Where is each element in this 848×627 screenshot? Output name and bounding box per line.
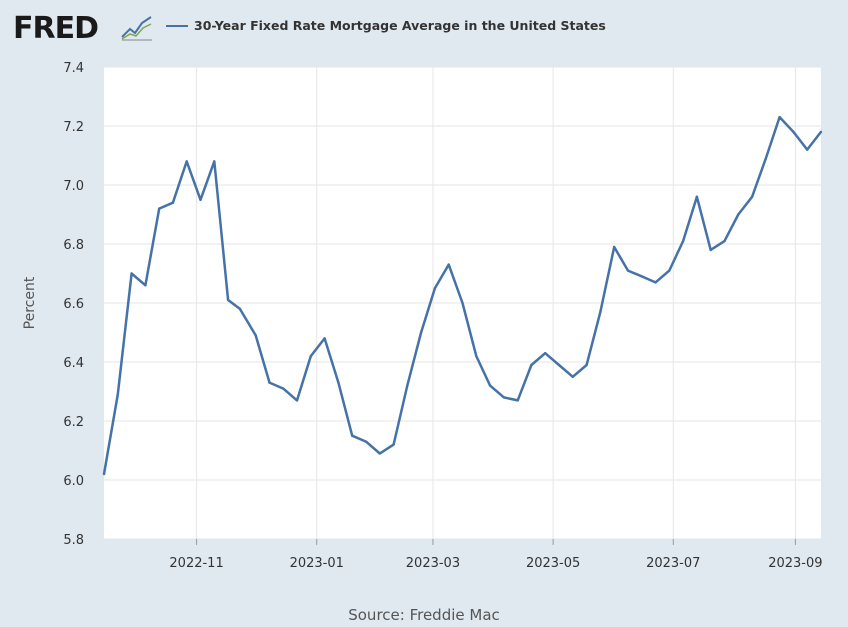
fred-logo[interactable]: FRED bbox=[13, 11, 99, 46]
data-point[interactable] bbox=[502, 396, 506, 399]
data-point[interactable] bbox=[571, 375, 575, 378]
chart-legend[interactable]: 30-Year Fixed Rate Mortgage Average in t… bbox=[166, 18, 606, 33]
data-point[interactable] bbox=[199, 198, 202, 201]
x-tick-label: 2023-07 bbox=[646, 556, 700, 571]
data-point[interactable] bbox=[681, 239, 685, 243]
data-point[interactable] bbox=[640, 275, 643, 278]
data-point[interactable] bbox=[350, 434, 354, 437]
data-point[interactable] bbox=[364, 440, 368, 443]
data-point[interactable] bbox=[764, 157, 768, 160]
y-tick-label: 6.0 bbox=[63, 474, 84, 489]
data-point[interactable] bbox=[695, 195, 699, 198]
grid-lines bbox=[104, 66, 821, 540]
data-point[interactable] bbox=[295, 399, 299, 402]
data-point[interactable] bbox=[626, 269, 630, 272]
data-point[interactable] bbox=[819, 130, 823, 134]
data-point[interactable] bbox=[185, 160, 188, 163]
y-tick-label: 6.4 bbox=[63, 356, 84, 371]
data-point[interactable] bbox=[419, 331, 423, 334]
data-point[interactable] bbox=[337, 381, 340, 384]
data-point[interactable] bbox=[116, 393, 119, 396]
data-point[interactable] bbox=[309, 354, 313, 358]
data-point[interactable] bbox=[612, 245, 616, 249]
data-point[interactable] bbox=[488, 384, 492, 387]
data-point[interactable] bbox=[544, 351, 547, 355]
data-point[interactable] bbox=[254, 334, 257, 337]
x-axis-ticks: 2022-11 2023-01 2023-03 2023-05 2023-07 2023-… bbox=[169, 539, 823, 571]
chart-header: FRED 30-Year Fixed Rate Mortgage Average… bbox=[0, 0, 848, 60]
series-layer bbox=[102, 115, 823, 476]
y-tick-label: 7.4 bbox=[63, 61, 84, 76]
data-point[interactable] bbox=[475, 354, 478, 358]
data-point[interactable] bbox=[806, 148, 809, 151]
data-point[interactable] bbox=[171, 201, 175, 204]
y-tick-label: 6.6 bbox=[63, 297, 84, 312]
data-point[interactable] bbox=[723, 239, 726, 243]
data-point[interactable] bbox=[226, 298, 230, 302]
data-point[interactable] bbox=[406, 384, 409, 387]
data-point[interactable] bbox=[709, 248, 712, 252]
data-point[interactable] bbox=[213, 160, 216, 163]
data-point[interactable] bbox=[792, 130, 795, 134]
y-tick-label: 7.2 bbox=[63, 120, 84, 135]
y-tick-label: 5.8 bbox=[63, 533, 84, 548]
data-point[interactable] bbox=[238, 307, 242, 311]
data-point[interactable] bbox=[130, 272, 133, 275]
y-tick-label: 6.8 bbox=[63, 238, 84, 253]
x-tick-label: 2023-01 bbox=[290, 556, 344, 571]
y-axis-ticks: 5.8 6.0 6.2 6.4 6.6 6.8 7.0 7.2 7.4 bbox=[63, 61, 84, 548]
data-point[interactable] bbox=[157, 207, 161, 210]
legend-label: 30-Year Fixed Rate Mortgage Average in t… bbox=[194, 18, 606, 33]
y-axis-label: Percent bbox=[22, 276, 38, 329]
data-point[interactable] bbox=[778, 115, 781, 119]
data-point[interactable] bbox=[323, 337, 326, 340]
x-tick-label: 2023-05 bbox=[526, 556, 580, 571]
data-point[interactable] bbox=[750, 195, 754, 198]
data-point[interactable] bbox=[433, 287, 437, 290]
x-tick-label: 2023-03 bbox=[406, 556, 460, 571]
data-point[interactable] bbox=[654, 281, 657, 284]
y-tick-label: 7.0 bbox=[63, 179, 84, 194]
data-point[interactable] bbox=[102, 472, 106, 476]
data-point[interactable] bbox=[737, 213, 740, 216]
y-tick-label: 6.2 bbox=[63, 415, 84, 430]
data-point[interactable] bbox=[461, 301, 464, 305]
data-point[interactable] bbox=[282, 387, 285, 390]
data-point[interactable] bbox=[668, 269, 671, 272]
data-point[interactable] bbox=[585, 363, 588, 367]
fred-graph-icon bbox=[120, 13, 154, 41]
data-point[interactable] bbox=[599, 310, 602, 314]
data-point[interactable] bbox=[268, 381, 271, 384]
data-point[interactable] bbox=[144, 284, 147, 287]
x-tick-label: 2022-11 bbox=[169, 556, 223, 571]
source-note: Source: Freddie Mac bbox=[348, 606, 500, 624]
data-point[interactable] bbox=[516, 399, 519, 402]
data-point[interactable] bbox=[378, 452, 381, 455]
data-point[interactable] bbox=[447, 263, 450, 266]
data-point[interactable] bbox=[530, 363, 533, 367]
data-point[interactable] bbox=[392, 443, 395, 446]
x-tick-label: 2023-09 bbox=[768, 556, 822, 571]
data-point[interactable] bbox=[557, 363, 561, 367]
legend-line-swatch bbox=[166, 24, 188, 27]
